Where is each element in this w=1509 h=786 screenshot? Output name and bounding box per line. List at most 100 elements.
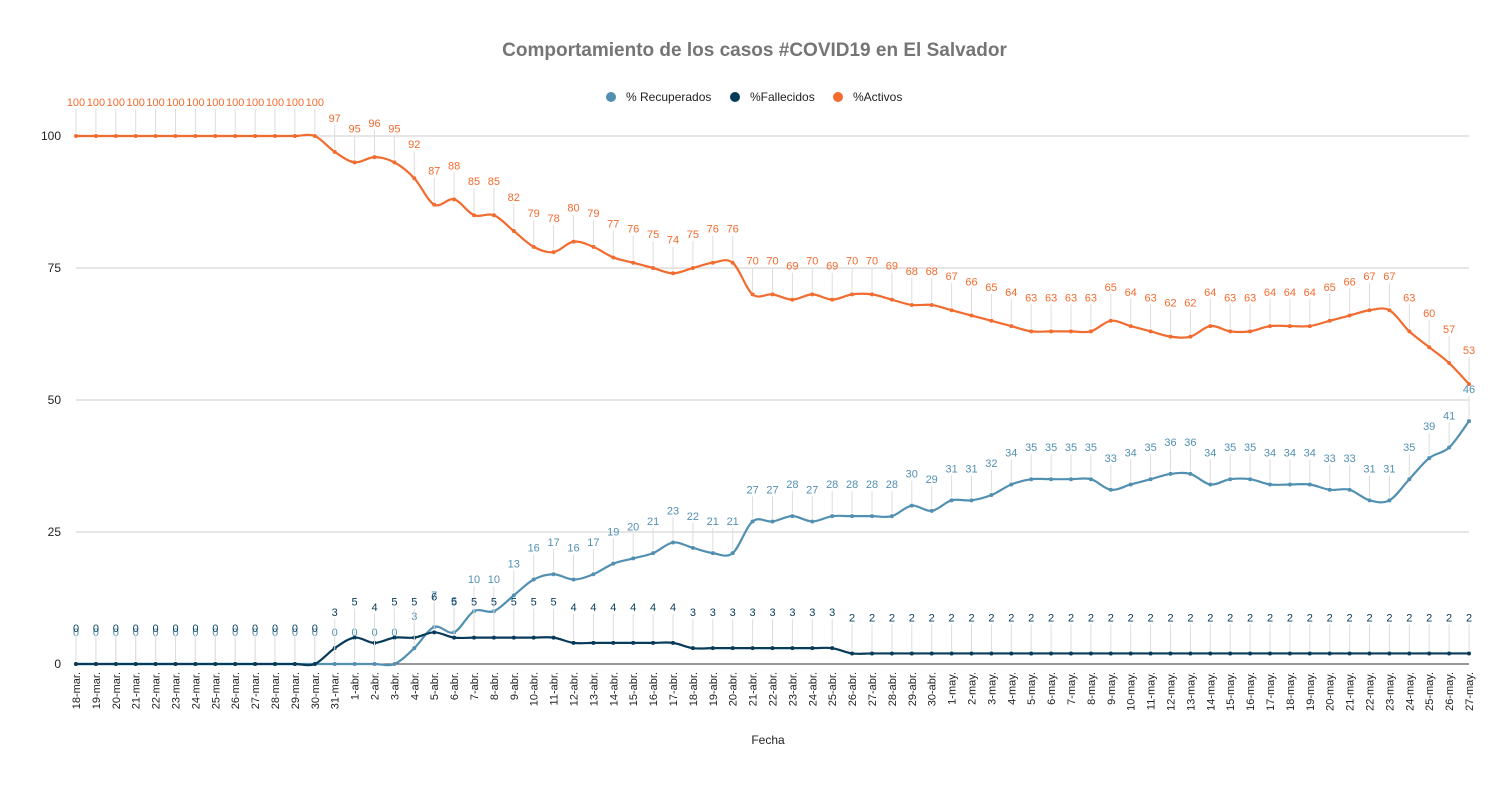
data-label: 85: [488, 176, 500, 188]
data-label: 68: [926, 266, 938, 278]
x-tick-label: 11-may.: [1146, 672, 1158, 710]
data-point: [1407, 329, 1412, 334]
data-point: [273, 662, 277, 666]
x-tick-label: 21-abr.: [748, 672, 760, 706]
data-label: 0: [172, 627, 178, 639]
data-label: 29: [926, 474, 938, 486]
data-label: 0: [93, 623, 99, 635]
data-point: [93, 134, 98, 138]
data-point: [1467, 651, 1471, 656]
data-point: [551, 250, 556, 255]
data-label: 3: [710, 607, 716, 619]
data-label: 35: [1144, 442, 1156, 454]
data-point: [1387, 308, 1392, 313]
data-label: 34: [1284, 447, 1296, 459]
data-label: 64: [1264, 287, 1276, 299]
data-label: 2: [1128, 612, 1134, 624]
data-point: [273, 134, 277, 138]
x-axis-ticks: 18-mar. 19-mar. 20-mar. 21-mar. 22-mar. 23-ma…: [71, 672, 1476, 711]
data-point: [551, 572, 556, 577]
data-point: [1287, 651, 1292, 656]
x-tick-label: 3-may.: [986, 672, 998, 705]
data-label: 60: [1423, 308, 1435, 320]
data-point: [1447, 361, 1452, 366]
data-label: 3: [769, 607, 775, 619]
data-point: [651, 551, 656, 556]
data-point: [213, 662, 218, 666]
data-label: 35: [1065, 442, 1077, 454]
data-point: [1009, 482, 1014, 487]
data-point: [830, 297, 835, 302]
data-point: [949, 651, 954, 656]
data-point: [352, 662, 357, 666]
y-tick-label: 100: [41, 129, 61, 143]
data-point: [929, 302, 934, 307]
data-label: 100: [127, 97, 145, 109]
data-point: [710, 551, 715, 556]
data-label: 17: [547, 537, 559, 549]
data-label: 2: [988, 612, 994, 624]
data-label: 0: [292, 627, 298, 639]
data-label: 2: [1426, 612, 1432, 624]
data-point: [790, 514, 795, 519]
data-label: 0: [252, 623, 258, 635]
data-point: [173, 662, 178, 666]
data-point: [1128, 324, 1133, 329]
data-label: 70: [806, 255, 818, 267]
x-tick-label: 29-mar.: [290, 672, 302, 709]
data-point: [332, 662, 337, 666]
data-point: [491, 635, 496, 640]
data-point: [452, 635, 457, 640]
data-point: [850, 514, 855, 519]
data-label: 64: [1284, 287, 1296, 299]
x-tick-label: 16-abr.: [648, 672, 660, 706]
data-point: [412, 646, 417, 651]
data-point: [989, 493, 994, 498]
data-point: [1347, 651, 1352, 656]
data-label: 100: [67, 97, 85, 109]
data-point: [690, 266, 695, 270]
data-label: 100: [186, 97, 204, 109]
x-tick-label: 2-may.: [967, 672, 979, 705]
data-label: 67: [1383, 271, 1395, 283]
data-point: [1307, 324, 1312, 329]
data-point: [1088, 651, 1093, 656]
data-label: 2: [1287, 612, 1293, 624]
data-point: [1188, 471, 1193, 476]
data-label: 2: [909, 612, 915, 624]
data-label: 100: [146, 97, 164, 109]
x-tick-label: 19-abr.: [708, 672, 720, 706]
data-point: [870, 651, 874, 656]
data-point: [452, 197, 457, 202]
data-label: 69: [826, 261, 838, 273]
x-tick-label: 10-abr.: [529, 672, 541, 706]
data-label: 0: [292, 623, 298, 635]
data-point: [671, 271, 675, 276]
data-label: 21: [727, 516, 739, 528]
data-point: [631, 556, 636, 561]
data-label: 17: [587, 537, 599, 549]
data-point: [690, 545, 695, 550]
data-label: 76: [627, 224, 639, 236]
legend: % Recuperados %Fallecidos %Activos: [606, 90, 902, 104]
data-label: 63: [1025, 292, 1037, 304]
data-label: 3: [690, 607, 696, 619]
x-tick-label: 25-mar.: [210, 672, 222, 709]
data-label: 2: [1267, 612, 1273, 624]
data-label: 28: [866, 479, 878, 491]
data-label: 65: [1324, 282, 1336, 294]
data-label: 64: [1204, 287, 1216, 299]
x-tick-label: 24-may.: [1404, 672, 1416, 711]
x-tick-label: 20-abr.: [728, 672, 740, 706]
data-point: [1367, 308, 1372, 313]
data-label: 62: [1184, 298, 1196, 310]
x-tick-label: 6-may.: [1046, 672, 1058, 705]
x-tick-label: 18-may.: [1285, 672, 1297, 711]
data-point: [730, 551, 735, 556]
x-tick-label: 4-abr.: [409, 672, 421, 700]
x-tick-label: 28-mar.: [270, 672, 282, 709]
data-label: 2: [1148, 612, 1154, 624]
data-label: 100: [206, 97, 224, 109]
data-point: [153, 662, 158, 666]
data-label: 100: [87, 97, 105, 109]
